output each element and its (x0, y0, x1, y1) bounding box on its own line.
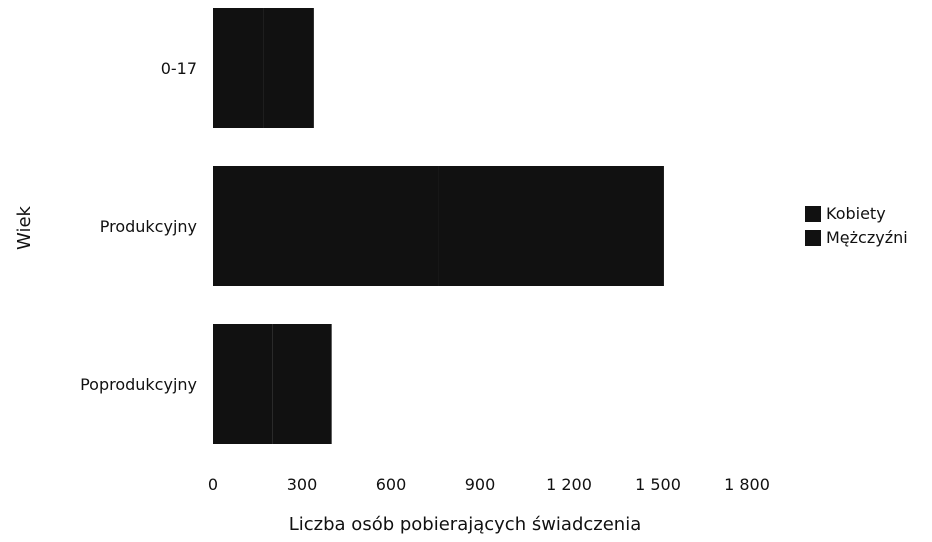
x-tick-label: 0 (208, 475, 218, 494)
x-tick-label: 1 500 (635, 475, 681, 494)
x-axis-title: Liczba osób pobierających świadczenia (289, 514, 642, 535)
legend: Kobiety Mężczyźni (805, 204, 908, 247)
x-tick-labels: 0 300 600 900 1 200 1 500 1 800 (208, 475, 770, 494)
bar-0-17-series-2 (263, 8, 314, 128)
category-label: 0-17 (161, 59, 197, 78)
category-label: Poprodukcyjny (80, 375, 197, 394)
bar-0-17-series-1 (213, 8, 264, 128)
x-tick-label: 1 800 (724, 475, 770, 494)
category-label: Produkcyjny (100, 217, 197, 236)
bar-poprodukcyjny-series-2 (272, 324, 332, 444)
bar-produkcyjny-series-2 (438, 166, 664, 286)
legend-label: Mężczyźni (826, 228, 908, 247)
x-tick-label: 1 200 (546, 475, 592, 494)
legend-swatch (805, 230, 821, 246)
bar-produkcyjny-series-1 (213, 166, 439, 286)
legend-swatch (805, 206, 821, 222)
legend-label: Kobiety (826, 204, 886, 223)
bars-layer (213, 8, 664, 444)
x-tick-label: 300 (287, 475, 318, 494)
category-labels: 0-17 Produkcyjny Poprodukcyjny (80, 59, 197, 394)
x-tick-label: 600 (376, 475, 407, 494)
bar-poprodukcyjny-series-1 (213, 324, 273, 444)
y-axis-title: Wiek (14, 205, 35, 249)
x-tick-label: 900 (465, 475, 496, 494)
